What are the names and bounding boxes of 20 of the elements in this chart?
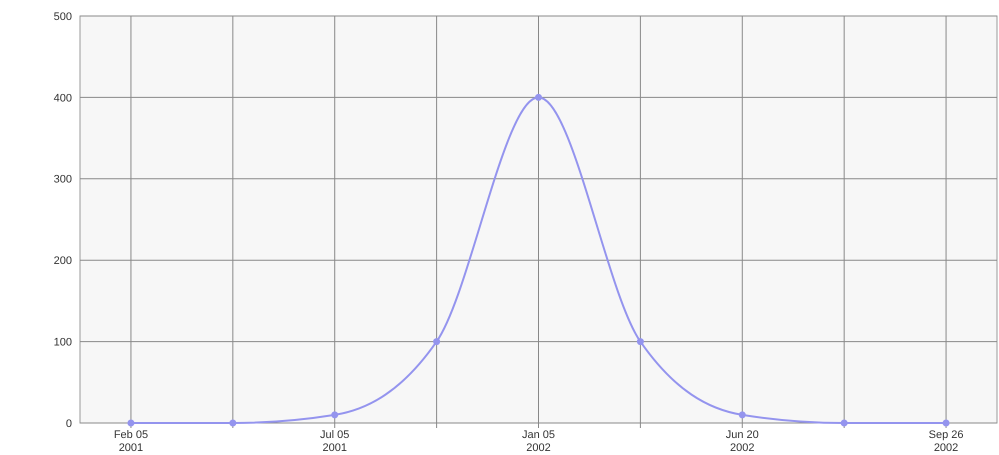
- point: [535, 94, 542, 101]
- x-tick-label: Jan 05 2002: [522, 429, 556, 454]
- point: [636, 338, 644, 346]
- point: [942, 420, 950, 426]
- y-tick-label: 100: [54, 336, 72, 348]
- y-tick-label: 0: [66, 418, 72, 430]
- y-tick-label: 200: [54, 255, 72, 268]
- x-tick-label: Jun 20 2002: [726, 429, 759, 454]
- x-tick-label: Feb 05 2001: [114, 429, 148, 454]
- point: [433, 338, 440, 346]
- point: [840, 420, 848, 426]
- y-tick-label: 500: [54, 10, 72, 23]
- point: [229, 420, 236, 426]
- point: [127, 420, 134, 426]
- y-tick-label: 400: [54, 92, 72, 104]
- point: [738, 411, 746, 418]
- y-tick-label: 300: [54, 174, 72, 186]
- point: [331, 411, 338, 418]
- x-tick-label: Jul 05 2001: [320, 429, 350, 454]
- x-tick-label: Sep 26 2002: [928, 429, 964, 454]
